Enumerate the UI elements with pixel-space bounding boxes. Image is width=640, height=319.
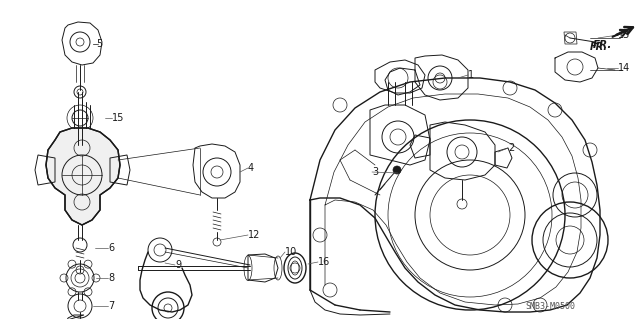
Text: 2: 2 [508, 143, 515, 153]
Text: 12: 12 [248, 230, 260, 240]
Circle shape [393, 166, 401, 174]
Polygon shape [46, 128, 120, 225]
Text: FR.: FR. [593, 40, 612, 50]
Text: 4: 4 [248, 163, 254, 173]
Text: 5: 5 [96, 39, 102, 49]
Text: 1: 1 [468, 70, 474, 80]
Text: 16: 16 [318, 257, 330, 267]
Text: 10: 10 [285, 247, 297, 257]
Text: SMB3-M0500: SMB3-M0500 [525, 302, 575, 311]
Text: FR.: FR. [590, 42, 608, 52]
Text: 14: 14 [618, 63, 630, 73]
Text: 6: 6 [108, 243, 114, 253]
Text: 3: 3 [372, 167, 378, 177]
Text: 8: 8 [108, 273, 114, 283]
Text: 13: 13 [618, 30, 630, 40]
Text: 15: 15 [112, 113, 124, 123]
Text: 9: 9 [175, 260, 181, 270]
Text: 7: 7 [108, 301, 115, 311]
